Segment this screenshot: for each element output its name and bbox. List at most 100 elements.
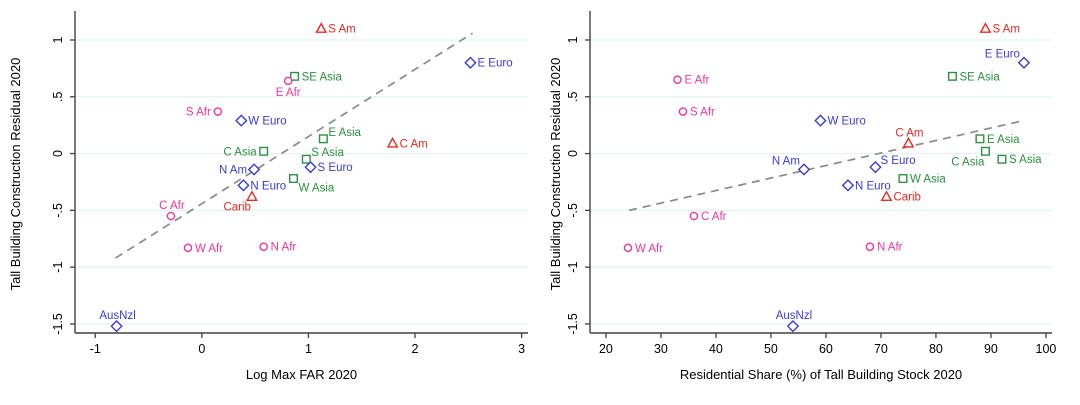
point-label: S Am (992, 24, 1019, 36)
marker-diamond-west (869, 160, 882, 174)
point-label: E Euro (477, 58, 512, 70)
marker-circle-africa (678, 107, 688, 116)
y-tick-label: 1 (51, 36, 65, 43)
point-label: C Asia (223, 146, 257, 158)
marker-square-asia (318, 134, 328, 144)
point-label: N Euro (855, 180, 891, 192)
x-tick-label: 70 (874, 342, 888, 356)
x-tick-label: 1 (305, 342, 312, 356)
y-tick-label: -1.5 (566, 313, 580, 335)
trend-line (628, 119, 1024, 212)
marker-diamond-west (235, 114, 248, 127)
marker-triangle-americas (979, 22, 992, 33)
marker-diamond-west (841, 179, 855, 192)
trend-line (115, 32, 474, 259)
marker-circle-africa (673, 75, 682, 85)
marker-circle-africa (283, 76, 293, 86)
point-label: SE Asia (959, 71, 1000, 83)
marker-diamond-west (304, 160, 317, 174)
marker-square-asia (290, 71, 300, 81)
point-label: N Euro (250, 180, 286, 192)
y-tick-label: -.5 (51, 203, 65, 218)
point-label: E Asia (328, 127, 361, 139)
point-label: W Euro (248, 116, 286, 128)
point-label: C Am (895, 127, 923, 139)
point-label: W Asia (299, 183, 335, 195)
marker-diamond-west (464, 56, 477, 69)
marker-diamond-west (814, 114, 827, 127)
y-tick-label: -1 (566, 262, 580, 273)
x-tick-label: 90 (984, 342, 998, 356)
point-label: Carib (223, 202, 250, 214)
y-tick-label: 0 (566, 150, 580, 157)
point-label: C Asia (951, 156, 985, 168)
marker-circle-africa (623, 243, 633, 253)
y-tick-label: .5 (566, 92, 580, 102)
point-label: S Asia (1009, 154, 1042, 166)
scatter-panel-log-max-far: -1 0 1 2 3 -1.5 -1 -.5 0 .5 1 Log Max FAR 2020 Tall … (8, 11, 528, 382)
y-tick-label: -1 (51, 262, 65, 273)
point-label: N Am (772, 155, 800, 167)
x-axis-title: Log Max FAR 2020 (246, 367, 357, 382)
x-tick-label: -1 (90, 342, 101, 356)
marker-circle-africa (183, 243, 193, 253)
point-label: N Afr (271, 242, 297, 254)
point-label: SE Asia (302, 71, 343, 83)
y-tick-label: -.5 (566, 203, 580, 218)
marker-diamond-west (786, 319, 800, 333)
point-label: S Euro (318, 162, 353, 174)
x-tick-label: 3 (518, 342, 525, 356)
x-tick-label: 60 (819, 342, 833, 356)
marker-triangle-americas (315, 22, 328, 33)
marker-square-asia (980, 146, 990, 156)
x-tick-label: 20 (599, 342, 613, 356)
point-label: C Afr (159, 200, 185, 212)
point-label: W Euro (827, 116, 865, 128)
point-label: Carib (893, 192, 920, 204)
point-label: W Afr (635, 243, 663, 255)
point-label: S Asia (311, 147, 344, 159)
marker-square-asia (259, 146, 269, 156)
point-label: N Afr (877, 242, 903, 254)
marker-diamond-west (110, 319, 123, 333)
scatter-panel-residential-share: 20 30 40 50 60 70 80 90 100 -1.5 -1 -.5 0 .5 1 Resident… (548, 11, 1056, 382)
y-axis-title: Tall Building Construction Residual 2020 (8, 58, 23, 291)
marker-triangle-americas (246, 190, 258, 202)
point-label: N Am (219, 164, 247, 176)
x-tick-label: 40 (709, 342, 723, 356)
point-label: W Asia (910, 174, 946, 186)
point-label: S Afr (186, 107, 211, 119)
y-axis-title: Tall Building Construction Residual 2020 (548, 58, 563, 291)
marker-square-asia (289, 174, 299, 184)
x-tick-label: 0 (198, 342, 205, 356)
point-label: S Afr (690, 107, 715, 119)
marker-square-asia (947, 71, 957, 81)
point-label: S Euro (880, 155, 915, 167)
point-label: AusNzl (99, 310, 135, 322)
point-label: AusNzl (776, 310, 812, 322)
marker-circle-africa (865, 242, 875, 251)
point-label: S Am (328, 24, 355, 36)
marker-triangle-americas (902, 136, 915, 148)
point-label: E Asia (987, 134, 1020, 146)
point-label: E Afr (684, 75, 709, 87)
y-tick-label: .5 (51, 92, 65, 102)
x-tick-label: 30 (654, 342, 668, 356)
point-label: E Euro (985, 49, 1020, 61)
marker-diamond-west (237, 179, 250, 192)
marker-square-asia (975, 134, 985, 144)
marker-circle-africa (689, 211, 699, 221)
marker-circle-africa (213, 107, 223, 116)
y-tick-label: 0 (51, 150, 65, 157)
marker-diamond-west (1017, 56, 1031, 69)
point-label: W Afr (195, 243, 223, 255)
marker-circle-africa (166, 211, 176, 221)
point-label: C Afr (701, 211, 727, 223)
y-tick-label: 1 (566, 36, 580, 43)
marker-triangle-americas (880, 190, 893, 202)
marker-square-asia (997, 154, 1007, 164)
marker-triangle-americas (386, 136, 399, 148)
point-label: E Afr (276, 87, 301, 99)
x-tick-label: 2 (412, 342, 419, 356)
